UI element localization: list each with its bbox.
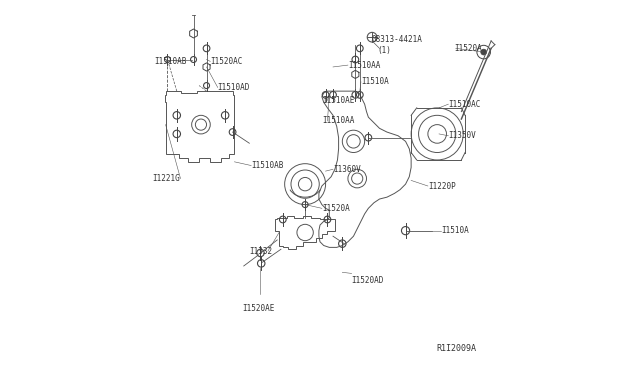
Text: (1): (1) [378, 46, 392, 55]
Text: 08313-4421A: 08313-4421A [371, 35, 422, 44]
Text: I1510AA: I1510AA [348, 61, 380, 70]
Text: I1520A: I1520A [454, 44, 482, 53]
Text: I1510AB: I1510AB [154, 57, 187, 66]
Text: I1520AC: I1520AC [211, 57, 243, 66]
Text: I1510A: I1510A [361, 77, 388, 86]
Text: I1510AA: I1510AA [322, 116, 354, 125]
Text: I1220P: I1220P [428, 182, 456, 190]
Text: I1510AC: I1510AC [449, 100, 481, 109]
Text: I1520AE: I1520AE [242, 304, 275, 313]
Text: I1520A: I1520A [322, 204, 349, 213]
Text: I1510AE: I1510AE [322, 96, 354, 105]
Text: R1I2009A: R1I2009A [436, 344, 476, 353]
Text: I1510AB: I1510AB [251, 161, 284, 170]
Text: I1360V: I1360V [333, 165, 361, 174]
Text: I1520AD: I1520AD [351, 276, 384, 285]
Text: I1510AD: I1510AD [218, 83, 250, 92]
Text: I1221G: I1221G [152, 174, 180, 183]
Text: I1332: I1332 [250, 247, 273, 256]
Text: I1510A: I1510A [441, 226, 468, 235]
Circle shape [481, 49, 486, 55]
Text: I1350V: I1350V [449, 131, 476, 140]
